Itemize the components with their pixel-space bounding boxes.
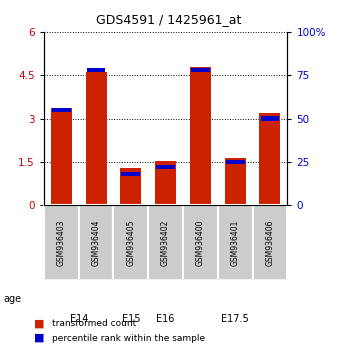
Bar: [260, 113, 280, 205]
Bar: [51, 108, 72, 205]
Text: ■: ■: [34, 319, 44, 329]
Bar: [261, 116, 279, 121]
Bar: [218, 205, 252, 280]
Text: GDS4591 / 1425961_at: GDS4591 / 1425961_at: [96, 13, 242, 26]
Bar: [191, 68, 210, 72]
Bar: [44, 205, 79, 280]
Bar: [226, 160, 244, 164]
Text: GSM936401: GSM936401: [231, 219, 240, 266]
Text: GSM936402: GSM936402: [161, 219, 170, 266]
Text: transformed count: transformed count: [52, 319, 137, 329]
Bar: [148, 205, 183, 280]
Bar: [79, 205, 114, 280]
Bar: [183, 205, 218, 280]
Text: GSM936404: GSM936404: [92, 219, 101, 266]
Bar: [87, 68, 105, 72]
Bar: [86, 72, 106, 205]
Text: E14: E14: [70, 314, 88, 324]
Bar: [252, 205, 287, 280]
Text: GSM936403: GSM936403: [57, 219, 66, 266]
Bar: [190, 67, 211, 205]
Text: E16: E16: [156, 314, 175, 324]
Bar: [114, 205, 148, 280]
Text: E17.5: E17.5: [221, 314, 249, 324]
Bar: [121, 172, 140, 176]
Text: GSM936400: GSM936400: [196, 219, 205, 266]
Text: E15: E15: [122, 314, 140, 324]
Text: GSM936406: GSM936406: [265, 219, 274, 266]
Bar: [155, 160, 176, 205]
Bar: [52, 108, 71, 112]
Text: ■: ■: [34, 333, 44, 343]
Bar: [120, 168, 141, 205]
Text: age: age: [3, 294, 22, 304]
Bar: [156, 165, 175, 169]
Text: percentile rank within the sample: percentile rank within the sample: [52, 333, 206, 343]
Text: GSM936405: GSM936405: [126, 219, 135, 266]
Bar: [225, 159, 246, 205]
